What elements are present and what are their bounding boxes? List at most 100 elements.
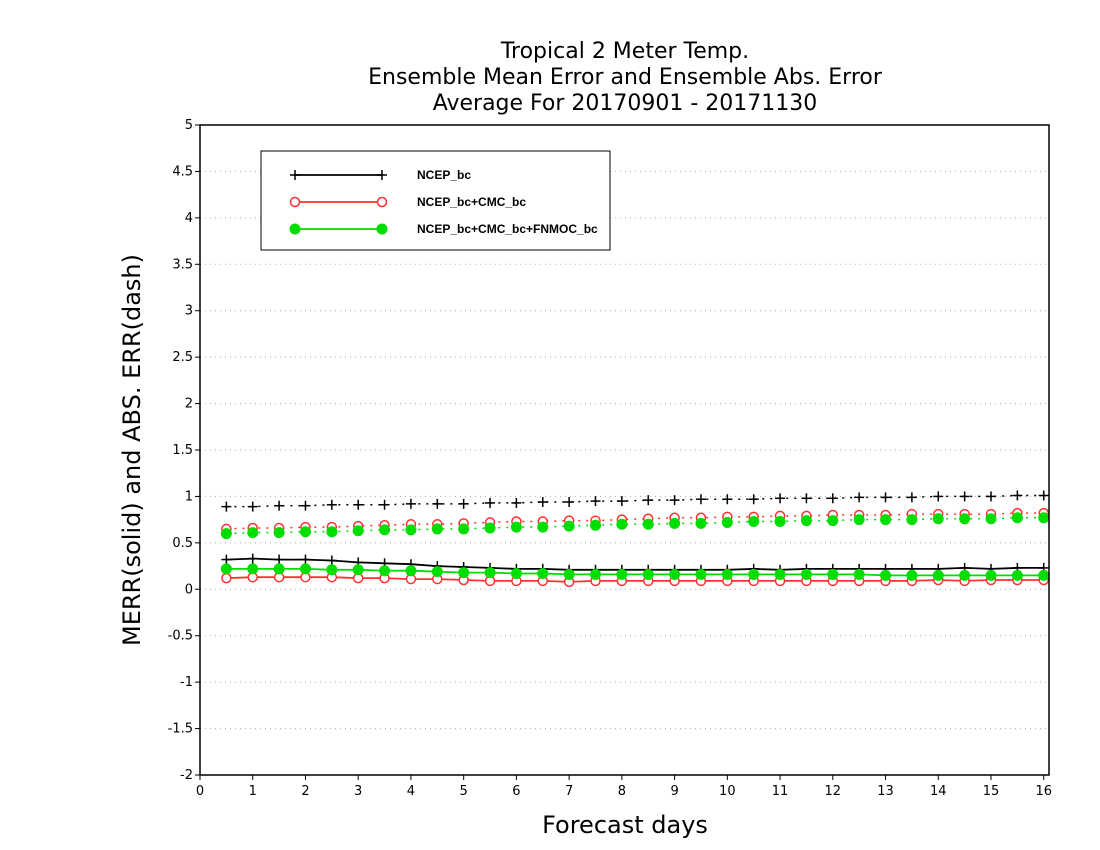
- chart-title-line-1: Tropical 2 Meter Temp.: [500, 39, 749, 64]
- abs-err-point: [220, 528, 232, 540]
- legend-marker: [376, 196, 388, 208]
- merr-point: [985, 569, 997, 581]
- x-axis-title: Forecast days: [542, 811, 708, 839]
- merr-point: [932, 569, 944, 581]
- abs-err-point: [985, 491, 996, 502]
- y-tick-label: -2: [180, 768, 193, 783]
- merr-point: [352, 564, 364, 576]
- merr-point: [273, 563, 285, 575]
- x-tick-label: 6: [512, 784, 520, 799]
- merr-point: [774, 568, 786, 580]
- legend-box: [260, 150, 611, 251]
- merr-point: [484, 567, 496, 579]
- abs-err-point: [326, 499, 337, 510]
- merr-line: [226, 557, 1044, 571]
- abs-err-point: [1012, 490, 1023, 501]
- y-tick-label: -1: [180, 675, 193, 690]
- abs-err-point: [906, 514, 918, 526]
- abs-err-point: [880, 492, 891, 503]
- y-axis-title: MERR(solid) and ABS. ERR(dash): [118, 254, 146, 646]
- abs-err-point: [590, 496, 601, 507]
- abs-err-point: [1011, 512, 1023, 524]
- abs-err-point: [616, 518, 628, 530]
- merr-point: [669, 568, 681, 580]
- x-tick-label: 0: [196, 784, 204, 799]
- legend-label: NCEP_bc+CMC_bc: [417, 195, 526, 209]
- abs-err-point: [959, 491, 970, 502]
- abs-err-point: [405, 524, 417, 536]
- abs-err-point: [695, 517, 707, 529]
- abs-err-point: [669, 495, 680, 506]
- merr-point: [1038, 569, 1050, 581]
- abs-err-point: [432, 498, 443, 509]
- abs-err-point: [853, 514, 865, 526]
- abs-err-point: [774, 516, 786, 527]
- abs-err-point: [379, 524, 391, 536]
- abs-err-point: [933, 491, 944, 502]
- merr-point: [1011, 569, 1023, 581]
- chart-title-line-3: Average For 20170901 - 20171130: [433, 91, 818, 116]
- series-1: [221, 490, 1049, 575]
- legend-entry: NCEP_bc: [290, 168, 471, 182]
- merr-point: [221, 572, 232, 584]
- merr-point: [853, 568, 865, 580]
- abs-err-point: [643, 495, 654, 506]
- merr-point: [880, 569, 892, 581]
- x-tick-label: 3: [354, 784, 362, 799]
- x-tick-label: 10: [719, 784, 736, 799]
- abs-err-point: [775, 493, 786, 504]
- y-tick-label: -0.5: [168, 629, 193, 644]
- x-tick-label: 16: [1035, 784, 1052, 799]
- x-tick-label: 5: [460, 784, 468, 799]
- abs-err-point: [510, 521, 522, 533]
- abs-err-point: [616, 496, 627, 507]
- x-tick-label: 4: [407, 784, 415, 799]
- axis-ticks: -2-1.5-1-0.500.511.522.533.544.550 1 2 3 4 5 6…: [168, 118, 1052, 799]
- abs-err-point: [431, 523, 443, 535]
- merr-point: [274, 554, 285, 565]
- y-tick-label: 1: [185, 489, 193, 504]
- abs-err-point: [748, 494, 759, 505]
- abs-err-point: [642, 518, 654, 530]
- abs-err-point: [537, 521, 549, 533]
- abs-err-point: [827, 515, 839, 527]
- abs-err-point: [564, 497, 575, 507]
- x-tick-label: 15: [983, 784, 1000, 799]
- legend-label: NCEP_bc: [417, 168, 471, 182]
- abs-err-point: [273, 527, 285, 539]
- merr-point: [221, 554, 232, 565]
- merr-point: [827, 568, 839, 580]
- merr-point: [800, 568, 812, 580]
- x-tick-label: 13: [877, 784, 894, 799]
- legend-marker: [376, 223, 388, 235]
- x-tick-label: 7: [565, 784, 573, 799]
- y-tick-label: 2.5: [172, 350, 193, 365]
- abs-err-point: [695, 494, 706, 505]
- abs-err-point: [1038, 490, 1049, 501]
- y-tick-label: 0: [185, 582, 193, 597]
- legend-marker: [289, 196, 301, 208]
- abs-err-point: [247, 527, 259, 539]
- merr-point: [431, 566, 443, 578]
- merr-point: [537, 568, 549, 579]
- chart-title: Tropical 2 Meter Temp. Ensemble Mean Err…: [368, 39, 883, 116]
- legend-entry: NCEP_bc+CMC_bc: [289, 195, 526, 209]
- x-tick-label: 9: [670, 784, 678, 799]
- abs-err-point: [801, 493, 812, 504]
- legend-entry: NCEP_bc+CMC_bc+FNMOC_bc: [289, 222, 598, 236]
- merr-point: [748, 568, 760, 580]
- merr-point: [220, 563, 232, 575]
- abs-err-point: [932, 513, 944, 525]
- abs-err-point: [537, 497, 548, 507]
- abs-err-line: [226, 517, 1044, 535]
- x-tick-label: 8: [618, 784, 626, 799]
- legend-marker: [377, 170, 387, 180]
- merr-point: [642, 568, 654, 580]
- merr-point: [299, 563, 311, 575]
- abs-err-point: [827, 493, 838, 504]
- abs-err-point: [221, 501, 232, 512]
- series-3: [220, 512, 1050, 581]
- abs-err-line: [226, 494, 1044, 508]
- x-tick-label: 2: [301, 784, 309, 799]
